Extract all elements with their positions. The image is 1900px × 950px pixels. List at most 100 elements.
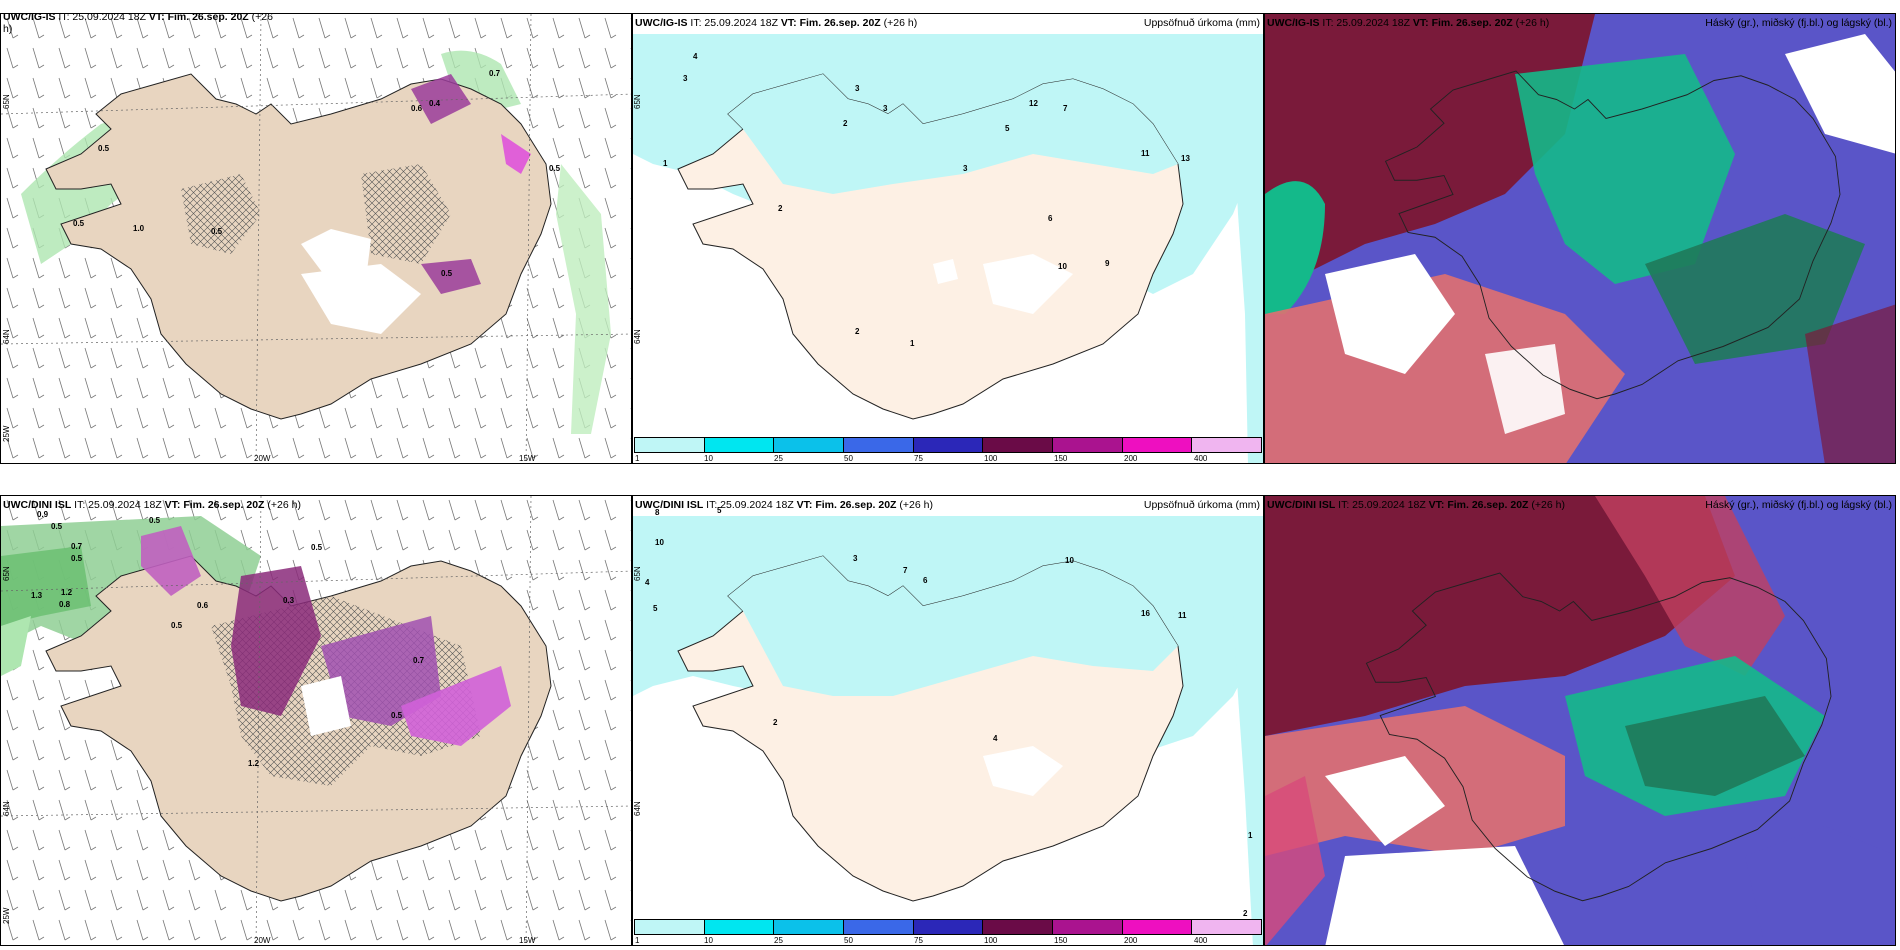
lat-label-65n: 65N bbox=[633, 94, 642, 109]
lat-label-25w: 25W bbox=[2, 425, 11, 442]
value-label: 1.3 bbox=[31, 591, 43, 600]
panel-ig-clouds: UWC/IG-IS IT: 25.09.2024 18Z VT: Fim. 26… bbox=[1264, 13, 1896, 464]
value-label: 10 bbox=[1065, 556, 1074, 565]
valid-time: VT: Fim. 26.sep. 20Z bbox=[796, 499, 897, 511]
lat-label-25w: 25W bbox=[2, 907, 11, 924]
value-label: 12 bbox=[1029, 99, 1038, 108]
legend-tick: 200 bbox=[1124, 454, 1138, 463]
lead-time: (+26 h) bbox=[1515, 17, 1550, 29]
value-label: 6 bbox=[923, 576, 928, 585]
value-label: 11 bbox=[1178, 611, 1187, 620]
value-label: 0.5 bbox=[311, 543, 323, 552]
map-dini-precip bbox=[633, 496, 1263, 945]
value-label: 1.2 bbox=[248, 759, 260, 768]
legend-swatch bbox=[704, 438, 775, 452]
init-time: IT: 25.09.2024 18Z bbox=[1338, 499, 1426, 511]
valid-time: VT: Fim. 26.sep. 20Z bbox=[164, 499, 265, 511]
panel-variable: Uppsöfnuð úrkoma (mm) bbox=[1143, 499, 1260, 511]
lat-label-64n: 64N bbox=[2, 801, 11, 816]
legend-swatch bbox=[1053, 438, 1123, 452]
value-label: 0.5 bbox=[149, 516, 161, 525]
map-dini-clouds bbox=[1265, 496, 1895, 945]
legend-ticks: 1 10 25 50 75 100 150 200 400 bbox=[634, 936, 1262, 945]
panel-title: UWC/IG-IS IT: 25.09.2024 18Z VT: Fim. 26… bbox=[635, 17, 917, 29]
legend-swatch bbox=[983, 438, 1054, 452]
panel-ig-precip: UWC/IG-IS IT: 25.09.2024 18Z VT: Fim. 26… bbox=[632, 13, 1264, 464]
value-label: 7 bbox=[1063, 104, 1068, 113]
legend-swatch bbox=[1053, 920, 1123, 934]
legend-tick: 10 bbox=[704, 936, 713, 945]
value-label: 7 bbox=[903, 566, 908, 575]
value-label: 10 bbox=[1058, 262, 1067, 271]
lat-label-65n: 65N bbox=[2, 94, 11, 109]
legend-swatch bbox=[1192, 438, 1262, 452]
lat-label-64n: 64N bbox=[633, 801, 642, 816]
legend-tick: 75 bbox=[914, 936, 923, 945]
value-label: 4 bbox=[693, 52, 698, 61]
value-label: 2 bbox=[843, 119, 848, 128]
value-label: 5 bbox=[1005, 124, 1010, 133]
value-label: 4 bbox=[645, 578, 650, 587]
legend-swatch bbox=[1192, 920, 1262, 934]
value-label: 6 bbox=[1048, 214, 1053, 223]
lat-label-64n: 64N bbox=[633, 329, 642, 344]
lon-label-20w: 20W bbox=[254, 454, 271, 463]
valid-time: VT: Fim. 26.sep. 20Z bbox=[1428, 499, 1529, 511]
legend-tick: 1 bbox=[635, 454, 640, 463]
lat-label-65n: 65N bbox=[633, 566, 642, 581]
legend-ticks: 1 10 25 50 75 100 150 200 400 bbox=[634, 454, 1262, 463]
value-label: 0.6 bbox=[411, 104, 423, 113]
legend-bar bbox=[634, 919, 1262, 935]
value-label: 0.9 bbox=[37, 510, 49, 519]
value-label: 0.8 bbox=[59, 600, 71, 609]
value-label: 3 bbox=[853, 554, 858, 563]
lat-label-64n: 64N bbox=[2, 329, 11, 344]
value-label: 2 bbox=[855, 327, 860, 336]
lon-label-15w: 15W bbox=[519, 454, 536, 463]
model-name: UWC/IG-IS bbox=[635, 17, 688, 29]
panel-ig-wind: UWC/IG-IS IT: 25.09.2024 18Z VT: Fim. 26… bbox=[0, 13, 632, 464]
panel-title: UWC/DINI ISL IT: 25.09.2024 18Z VT: Fim.… bbox=[635, 499, 933, 511]
lead-time: (+26 h) bbox=[267, 499, 301, 511]
value-label: 1 bbox=[910, 339, 915, 348]
valid-time: VT: Fim. 26.sep. 20Z bbox=[780, 17, 881, 29]
value-label: 0.7 bbox=[413, 656, 425, 665]
legend-tick: 1 bbox=[635, 936, 640, 945]
valid-time: VT: Fim. 26.sep. 20Z bbox=[148, 13, 249, 23]
model-name: UWC/DINI ISL bbox=[1267, 499, 1336, 511]
lead-time: (+26 bbox=[251, 13, 273, 23]
value-label: 0.5 bbox=[549, 164, 561, 173]
value-label: 5 bbox=[717, 506, 722, 515]
panel-title: UWC/DINI ISL IT: 25.09.2024 18Z VT: Fim.… bbox=[1267, 499, 1565, 511]
legend-tick: 25 bbox=[774, 936, 783, 945]
legend-tick: 100 bbox=[984, 936, 998, 945]
lead-time: (+26 h) bbox=[899, 499, 933, 511]
value-label: 0.5 bbox=[51, 522, 63, 531]
legend-swatch bbox=[913, 438, 984, 452]
legend-tick: 25 bbox=[774, 454, 783, 463]
panel-dini-wind: UWC/DINI ISL IT: 25.09.2024 18Z VT: Fim.… bbox=[0, 495, 632, 946]
value-label: 2 bbox=[778, 204, 783, 213]
lon-label-15w: 15W bbox=[519, 936, 536, 945]
value-label: 11 bbox=[1141, 149, 1150, 158]
legend-bar bbox=[634, 437, 1262, 453]
value-label: 0.5 bbox=[211, 227, 223, 236]
map-ig-precip bbox=[633, 14, 1263, 463]
lead-time: (+26 h) bbox=[883, 17, 918, 29]
value-label: 0.5 bbox=[441, 269, 453, 278]
legend-swatch bbox=[844, 438, 914, 452]
legend-swatch bbox=[635, 920, 705, 934]
value-label: 4 bbox=[993, 734, 998, 743]
value-label: 1 bbox=[663, 159, 668, 168]
legend-swatch bbox=[774, 920, 845, 934]
value-label: 16 bbox=[1141, 609, 1150, 618]
map-ig-clouds bbox=[1265, 14, 1895, 463]
value-label: 0.5 bbox=[391, 711, 403, 720]
value-label: 3 bbox=[855, 84, 860, 93]
value-label: 0.7 bbox=[489, 69, 501, 78]
value-label: 0.5 bbox=[71, 554, 83, 563]
lead-time: (+26 h) bbox=[1531, 499, 1565, 511]
value-label: 0.4 bbox=[429, 99, 441, 108]
init-time: IT: 25.09.2024 18Z bbox=[58, 13, 146, 23]
legend-tick: 400 bbox=[1194, 454, 1208, 463]
